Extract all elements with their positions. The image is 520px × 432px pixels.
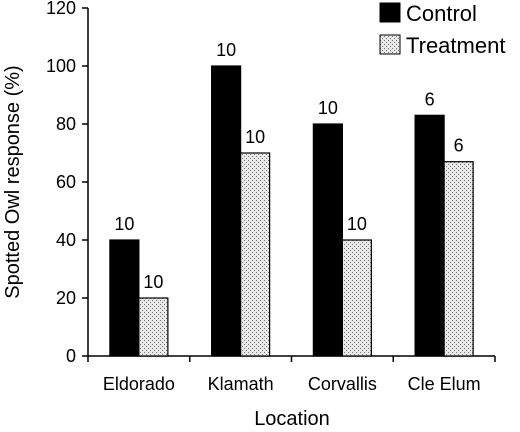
bar-treatment-klamath (240, 152, 271, 357)
y-tick-label: 100 (46, 56, 76, 76)
x-tick-label: Cle Elum (408, 374, 481, 394)
legend-label-control: Control (406, 1, 477, 26)
y-axis: 0 20 40 60 80 100 120 (46, 0, 89, 366)
sample-size-label: 10 (347, 214, 367, 234)
bar-treatment-eldorado (138, 297, 169, 357)
sample-size-label: 10 (318, 98, 338, 118)
bar-control-klamath (211, 65, 242, 357)
sample-size-label: 6 (425, 89, 435, 109)
y-tick-label: 40 (56, 230, 76, 250)
bar-control-eldorado (109, 239, 140, 357)
y-tick-label: 80 (56, 114, 76, 134)
bar-control-corvallis (312, 123, 343, 357)
y-tick-label: 0 (66, 346, 76, 366)
bar-treatment-cle-elum (443, 161, 474, 357)
sample-size-labels: 10 10 10 6 10 10 10 6 (114, 40, 463, 292)
y-tick-label: 60 (56, 172, 76, 192)
bar-treatment-corvallis (341, 239, 372, 357)
bar-control-cle-elum (414, 114, 445, 357)
legend: Control Treatment (379, 1, 505, 58)
bars (109, 65, 474, 357)
x-tick-label: Klamath (208, 374, 274, 394)
x-axis: Eldorado Klamath Corvallis Cle Elum (87, 355, 496, 394)
x-tick-label: Eldorado (103, 374, 175, 394)
sample-size-label: 6 (454, 136, 464, 156)
y-axis-label: Spotted Owl response (%) (2, 65, 24, 298)
sample-size-label: 10 (245, 127, 265, 147)
y-tick-label: 20 (56, 288, 76, 308)
y-tick-label: 120 (46, 0, 76, 18)
x-axis-label: Location (254, 408, 330, 430)
sample-size-label: 10 (114, 214, 134, 234)
x-tick-label: Corvallis (308, 374, 377, 394)
sample-size-label: 10 (143, 272, 163, 292)
legend-swatch-treatment (379, 34, 401, 55)
legend-label-treatment: Treatment (406, 33, 505, 58)
sample-size-label: 10 (216, 40, 236, 60)
legend-swatch-control (379, 2, 401, 23)
